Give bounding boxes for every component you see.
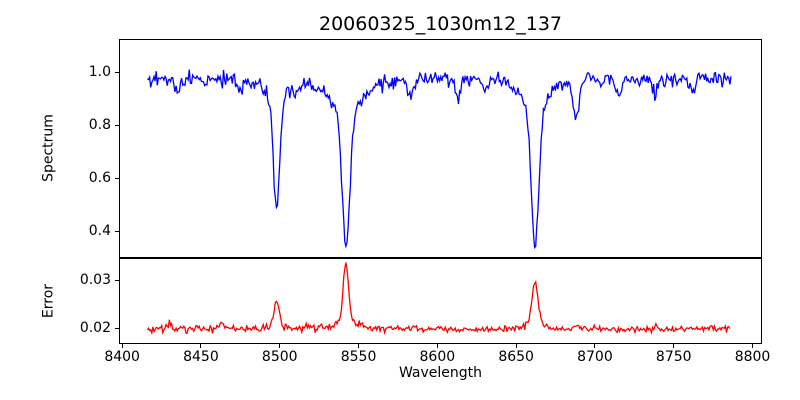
y-tick-label: 0.02 (79, 320, 111, 337)
y-tick-label: 0.03 (79, 271, 111, 288)
x-axis-label: Wavelength (398, 365, 483, 381)
x-tick (752, 344, 754, 348)
y-tick (115, 328, 119, 330)
x-tick-label: 8400 (104, 349, 140, 365)
y-tick (115, 124, 119, 126)
y-tick-label: 0.4 (88, 222, 111, 239)
error-plot-border (119, 258, 762, 344)
y-tick-label: 1.0 (88, 63, 111, 80)
x-tick-label: 8700 (577, 349, 613, 365)
x-tick-label: 8800 (734, 349, 771, 365)
x-tick (673, 344, 675, 348)
spectrum-line (147, 69, 732, 249)
y-tick-label: 0.8 (88, 116, 111, 133)
x-tick (594, 344, 596, 348)
x-tick (515, 344, 517, 348)
x-tick-label: 8600 (419, 349, 456, 365)
x-tick-label: 8500 (261, 349, 298, 365)
x-tick-label: 8750 (655, 349, 692, 365)
x-tick (121, 344, 123, 348)
x-tick (358, 344, 360, 348)
spectrum-plot-border (119, 39, 762, 258)
y-tick (115, 230, 119, 232)
x-tick-label: 8650 (498, 349, 534, 365)
error-plot-area (119, 258, 762, 344)
y-axis-label-spectrum: Spectrum (40, 114, 57, 182)
x-tick (436, 344, 438, 348)
y-tick (115, 71, 119, 73)
y-tick (115, 177, 119, 179)
y-axis-label-error: Error (40, 283, 57, 319)
y-tick (115, 279, 119, 281)
chart-title: 20060325_1030m12_137 (318, 13, 562, 35)
x-tick (200, 344, 202, 348)
x-tick-label: 8550 (340, 349, 377, 365)
y-tick-label: 0.6 (88, 169, 111, 186)
x-tick (279, 344, 281, 348)
error-line (146, 262, 731, 336)
x-tick-label: 8450 (183, 349, 219, 365)
spectrum-plot-area (119, 39, 762, 258)
